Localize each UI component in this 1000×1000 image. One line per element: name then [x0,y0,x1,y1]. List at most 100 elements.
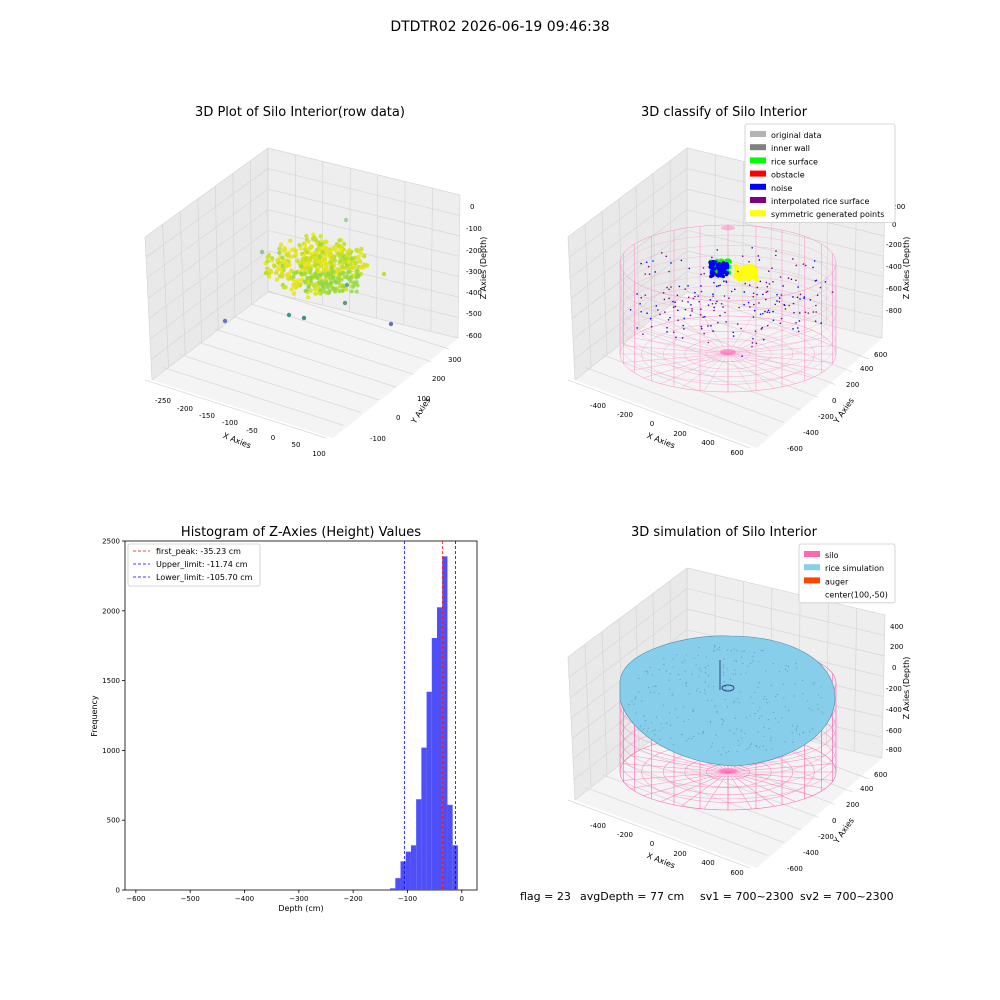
inner-wall-point [792,258,794,260]
legend-swatch [750,157,766,164]
scatter-point [313,282,319,287]
silo-floor-spoke [727,771,753,810]
rice-mesh-point [705,656,708,658]
p4-ytick: 0 [832,817,836,825]
rice-mesh-point [722,674,725,676]
scatter-point [280,270,285,275]
inner-wall-point [712,295,714,297]
scatter-point [328,248,333,253]
rice-mesh-point [726,706,729,708]
rice-mesh-point [653,691,655,694]
rice-mesh-point [777,721,780,723]
inner-wall-point [768,283,771,285]
gridline [881,614,886,759]
inner-wall-point [766,311,769,313]
inner-wall-point [728,297,730,299]
inner-wall-point [779,276,782,278]
inner-wall-point [694,291,696,294]
rice-mesh-point [686,740,688,742]
rice-mesh-point [676,654,678,656]
rice-mesh-point [704,681,706,683]
rice-mesh-point [812,728,814,730]
rice-mesh-point [695,664,697,666]
rice-surface-point [726,259,731,264]
legend-swatch [804,577,820,584]
gridline [430,188,433,332]
scatter-point [364,263,370,268]
rice-mesh-point [652,685,654,687]
gridline [149,250,269,340]
rice-mesh-point [740,730,743,732]
scatter-point [280,263,285,269]
inner-wall-point [762,338,765,341]
legend-swatch [750,183,766,190]
noise-point [721,261,726,265]
symmetric-point [733,268,738,273]
gridline [214,186,219,330]
y-tick-label: 500 [107,817,120,825]
gridline [567,236,576,381]
p1-ztick: -200 [466,247,482,255]
inner-wall-point [752,296,755,298]
rice-mesh-point [725,688,727,690]
gridline [197,341,379,401]
rice-mesh-point [643,715,645,717]
gridline [250,160,252,305]
inner-wall-point [640,310,643,313]
gridline [742,161,744,306]
inner-wall-point [697,295,699,297]
rice-mesh-point [785,668,787,670]
legend-label: interpolated rice surface [771,197,869,206]
inner-wall-point [681,300,684,302]
inner-wall-point [667,319,670,321]
gridline [162,224,169,368]
rice-mesh-point [719,649,721,651]
scatter-point [354,268,360,273]
scatter-point [349,289,354,294]
rice-mesh-point [722,671,724,673]
inner-wall-point [648,273,651,276]
legend-swatch [750,170,766,177]
rice-mesh-point [668,688,671,690]
inner-wall-point [772,310,774,313]
rice-mesh-point [699,691,701,693]
noise-point [725,265,730,270]
panel2-zlabel: Z Axies (Depth) [902,237,911,300]
silo-floor-spoke [727,353,826,371]
silo-floor-spoke [727,316,753,355]
scatter-point [304,265,309,271]
p1-xtick: -100 [222,419,238,427]
rice-mesh-point [666,722,668,724]
gridline [250,303,432,363]
scatter-point [354,289,359,294]
panel3-reference-lines [403,541,456,890]
panel3-plot-frame [124,540,478,891]
histogram-bar [442,556,448,890]
scatter-point [351,284,356,289]
scatter-point [336,252,341,257]
inner-wall-point [711,256,713,259]
noise-point [722,269,727,273]
silo-floor-spoke [727,345,834,355]
p1-xtick: 0 [271,434,275,442]
rice-mesh-point [702,731,704,733]
inner-wall-point [813,260,816,262]
inner-wall-point [677,309,679,312]
inner-wall-point [691,310,693,312]
p2-xtick: -400 [590,402,606,410]
legend-frame [798,543,896,604]
inner-wall-point [743,303,745,306]
scatter-outlier [388,321,394,327]
rice-mesh-point [732,673,734,675]
gridline [567,379,751,449]
scatter-point [318,288,323,293]
rice-mesh-point [663,664,665,666]
gridline [686,291,883,339]
gridline [162,366,344,426]
inner-wall-point [666,286,668,289]
panel3-x-ticks: −600 −500 −400 −300 −200 −100 0 [126,890,464,903]
scatter-point [354,280,359,285]
rice-mesh-point [672,693,674,695]
scatter-point [277,250,282,255]
